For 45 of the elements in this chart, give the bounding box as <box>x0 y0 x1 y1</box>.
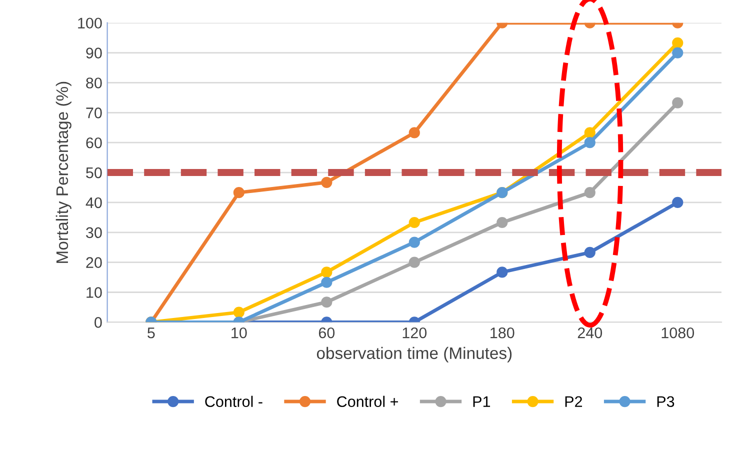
point <box>584 246 596 258</box>
legend-label: P2 <box>565 396 582 407</box>
y-tick-label: 40 <box>86 197 102 208</box>
point <box>496 216 508 228</box>
point <box>233 187 244 198</box>
x-tick-label: 120 <box>402 327 427 338</box>
point <box>321 276 332 288</box>
x-tick-label: 1080 <box>662 327 694 338</box>
point <box>321 176 332 188</box>
legend-label: P3 <box>657 396 674 408</box>
point <box>233 306 244 318</box>
point <box>321 296 332 308</box>
x-axis-title: observation time (Minutes) <box>316 346 512 362</box>
legend-label: Control + <box>337 396 398 408</box>
point <box>672 37 684 48</box>
legend-label: Control - <box>205 396 262 408</box>
y-tick-label: 70 <box>86 108 102 118</box>
y-tick-label: 50 <box>86 167 102 178</box>
point <box>584 187 596 198</box>
legend-label: P1 <box>473 396 490 407</box>
x-tick-label: 240 <box>578 327 602 338</box>
point <box>408 216 420 228</box>
point <box>408 236 420 248</box>
y-tick-label: 80 <box>86 78 102 88</box>
y-tick-label: 30 <box>86 227 102 238</box>
y-tick-label: 20 <box>86 257 102 268</box>
point <box>321 266 332 278</box>
point <box>408 256 420 268</box>
x-tick-label: 60 <box>318 327 335 338</box>
y-tick-label: 100 <box>78 18 102 29</box>
point <box>584 137 596 148</box>
y-tick-label: 10 <box>86 287 102 298</box>
y-tick-label: 90 <box>86 48 102 58</box>
point <box>496 266 508 278</box>
point <box>672 196 684 208</box>
x-tick-label: 5 <box>148 328 155 338</box>
x-tick-label: 10 <box>232 327 247 338</box>
point <box>584 127 596 138</box>
y-axis-title: Mortality Percentage (%) <box>56 82 72 263</box>
x-tick-label: 180 <box>490 327 514 338</box>
point <box>408 127 420 138</box>
point <box>672 97 684 108</box>
point <box>672 47 684 58</box>
y-tick-label: 60 <box>86 137 102 148</box>
y-tick-label: 0 <box>94 317 102 328</box>
